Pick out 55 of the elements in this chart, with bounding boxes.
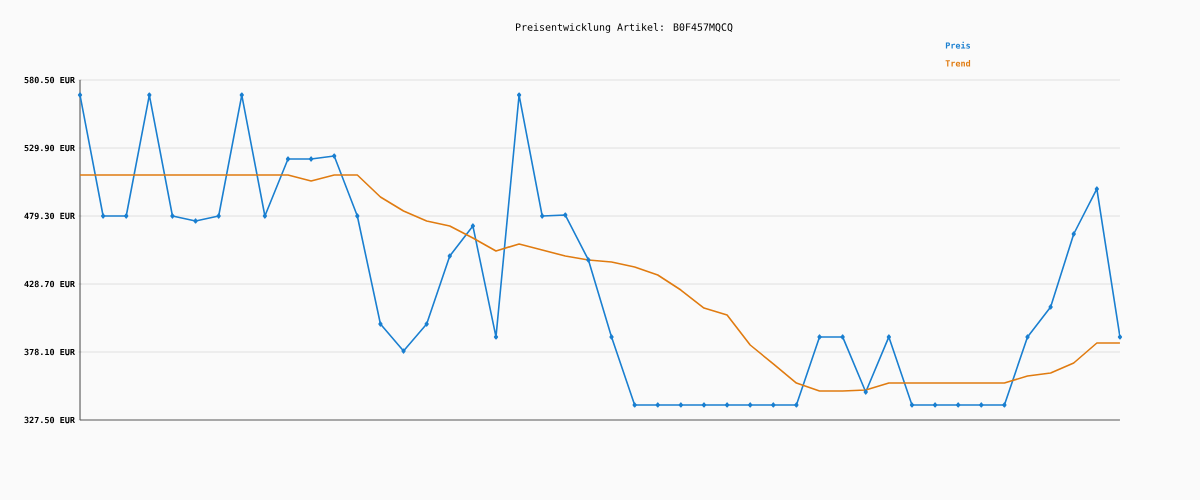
point	[424, 321, 429, 327]
point	[124, 213, 129, 219]
point	[632, 402, 637, 408]
point	[1117, 334, 1123, 340]
point	[193, 218, 198, 224]
point	[979, 402, 984, 408]
point	[678, 402, 684, 408]
point	[771, 402, 776, 408]
point	[840, 334, 845, 340]
point	[493, 334, 499, 340]
point	[586, 257, 591, 263]
point	[308, 156, 314, 162]
point	[540, 213, 545, 219]
point	[563, 212, 568, 218]
point	[77, 92, 83, 98]
point	[1094, 186, 1099, 192]
point	[239, 92, 244, 98]
point	[1025, 334, 1030, 340]
point	[748, 402, 753, 408]
point	[932, 402, 938, 408]
point	[447, 253, 452, 259]
point	[170, 213, 175, 219]
y-tick-label: 378.10 EUR	[24, 348, 75, 356]
chart-title: Preisentwicklung Artikel: B0F457MQCQ	[515, 23, 733, 33]
point	[609, 334, 614, 340]
y-tick-label: 479.30 EUR	[24, 212, 75, 220]
y-tick-label: 327.50 EUR	[24, 416, 75, 424]
point	[470, 223, 476, 229]
point	[909, 402, 915, 408]
point	[516, 92, 522, 98]
point	[886, 334, 891, 340]
point	[216, 213, 221, 219]
point	[724, 402, 730, 408]
y-tick-label: 529.90 EUR	[24, 144, 75, 152]
text: Trend	[945, 60, 971, 67]
point	[701, 402, 707, 408]
point	[1071, 231, 1076, 237]
point	[863, 389, 868, 395]
point	[100, 213, 106, 219]
point	[332, 153, 337, 159]
point	[956, 402, 961, 408]
point	[1048, 304, 1053, 310]
point	[147, 92, 152, 98]
text: Preis	[945, 41, 971, 49]
point	[655, 402, 660, 408]
point	[817, 334, 822, 340]
point	[285, 156, 291, 162]
point	[262, 213, 268, 219]
point	[355, 213, 360, 219]
point	[401, 348, 406, 354]
y-tick-label: 428.70 EUR	[24, 280, 75, 288]
point	[794, 402, 799, 408]
y-tick-label: 580.50 EUR	[24, 76, 75, 84]
point	[1002, 402, 1007, 408]
point	[378, 321, 383, 327]
